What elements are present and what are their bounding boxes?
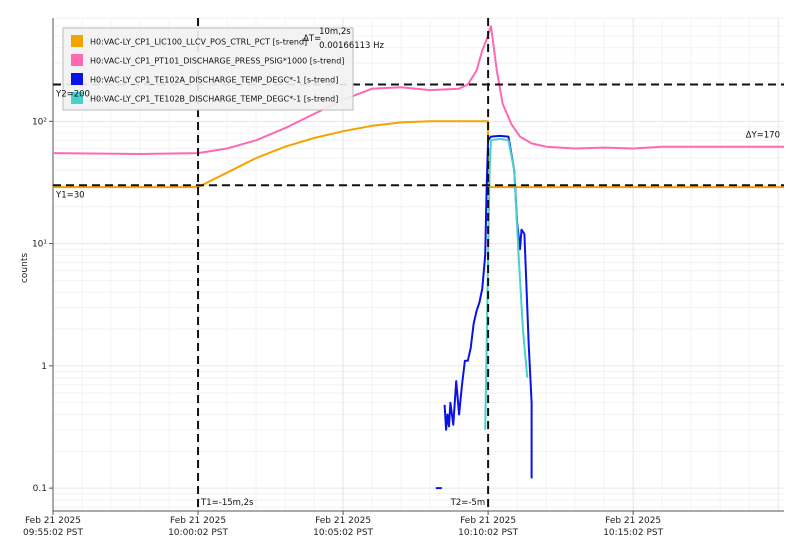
cursor-t1-label: T1=-15m,2s: [200, 498, 254, 508]
legend-box: [62, 27, 354, 111]
legend-entry-2[interactable]: H0:VAC-LY_CP1_PT101_DISCHARGE_PRESS_PSIG…: [90, 57, 344, 66]
series-line-3: [443, 134, 533, 479]
x-tick-label-date: Feb 21 2025: [315, 516, 371, 526]
annotation-layer: Y2=200 Y1=30 ΔY=170 T1=-15m,2s T2=-5m ΔT=10m,…: [55, 27, 780, 508]
y-tick-label: 10²: [32, 117, 47, 127]
legend-swatch-4: [71, 92, 83, 104]
delta-y-label: ΔY=170: [746, 131, 780, 141]
y-axis-label: counts: [20, 253, 30, 283]
x-tick-label-date: Feb 21 2025: [25, 516, 81, 526]
y-tick-label: 10¹: [32, 240, 47, 250]
x-tick-label-time: 10:10:02 PST: [458, 528, 518, 538]
legend-entry-1[interactable]: H0:VAC-LY_CP1_LIC100_LLCV_POS_CTRL_PCT […: [90, 38, 307, 47]
x-tick-label-date: Feb 21 2025: [605, 516, 661, 526]
cursor-t2-label: T2=-5m: [450, 498, 485, 508]
legend[interactable]: H0:VAC-LY_CP1_LIC100_LLCV_POS_CTRL_PCT […: [62, 27, 354, 111]
delta-t-frequency: 0.00166113 Hz: [319, 41, 384, 51]
legend-swatch-1: [71, 35, 83, 47]
series-line-2: [52, 25, 784, 155]
x-tick-label-time: 10:15:02 PST: [603, 528, 663, 538]
x-tick-label-time: 10:00:02 PST: [168, 528, 228, 538]
x-tick-label-time: 10:05:02 PST: [313, 528, 373, 538]
cursor-y2-label: Y2=200: [55, 90, 90, 100]
legend-swatch-3: [71, 73, 83, 85]
cursor-y1-label: Y1=30: [55, 190, 85, 200]
x-tick-labels[interactable]: Feb 21 2025 09:55:02 PST Feb 21 2025 10:00:…: [23, 511, 664, 538]
x-tick-label-date: Feb 21 2025: [460, 516, 516, 526]
y-tick-labels: 10² 10¹ 1 0.1: [32, 117, 53, 494]
grid: [52, 17, 784, 511]
delta-t-value: 10m,2s: [319, 27, 351, 37]
series-line-1: [53, 120, 784, 189]
y-tick-label: 1: [41, 362, 47, 372]
y-tick-label: 0.1: [33, 484, 47, 494]
legend-entry-4[interactable]: H0:VAC-LY_CP1_TE102B_DISCHARGE_TEMP_DEGC…: [90, 95, 338, 104]
legend-entry-3[interactable]: H0:VAC-LY_CP1_TE102A_DISCHARGE_TEMP_DEGC…: [90, 76, 338, 85]
x-tick-label-time: 09:55:02 PST: [23, 528, 83, 538]
x-tick-label-date: Feb 21 2025: [170, 516, 226, 526]
legend-swatch-2: [71, 54, 83, 66]
delta-t-label: ΔT=: [303, 34, 321, 44]
